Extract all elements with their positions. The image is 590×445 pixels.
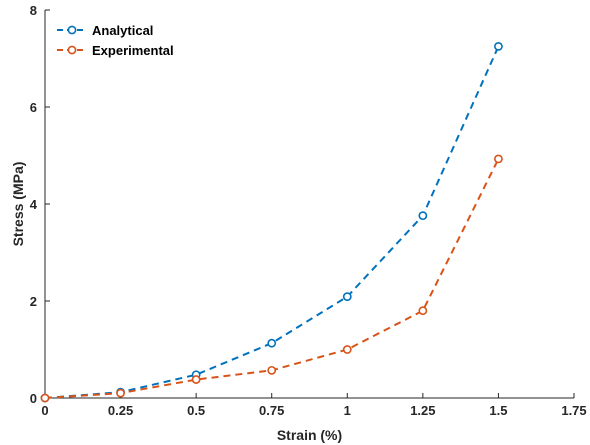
data-point [267,365,277,375]
legend-item-experimental: Experimental [57,43,174,58]
data-point [116,388,125,398]
x-tick-label: 1 [344,403,351,418]
x-tick-label: 1.5 [489,403,507,418]
data-point [191,375,201,384]
series-analytical [40,41,503,403]
legend-marker [67,45,77,55]
legend-item-analytical: Analytical [57,23,153,38]
y-axis-title: Stress (MPa) [10,162,26,247]
x-axis-ticks: 0 0.25 0.5 0.75 1 1.25 1.5 1.75 [41,393,587,418]
y-tick-label: 6 [30,100,37,115]
series-line-experimental [44,158,500,399]
data-point [342,345,352,354]
x-tick-label: 0.75 [259,403,284,418]
data-point [342,292,352,302]
data-point [267,338,277,348]
x-tick-label: 0.25 [108,403,133,418]
x-tick-label: 0 [41,403,48,418]
legend-label: Analytical [92,23,153,38]
x-axis-title: Strain (%) [277,427,342,443]
series-experimental [40,154,503,403]
x-tick-label: 0.5 [187,403,205,418]
y-tick-label: 4 [30,197,38,212]
axes [44,10,574,399]
legend-label: Experimental [92,43,174,58]
data-point [494,41,503,51]
y-tick-label: 8 [30,3,37,18]
legend-marker [67,25,77,35]
x-tick-label: 1.25 [410,403,435,418]
legend: Analytical Experimental [57,23,174,58]
x-tick-label: 1.75 [561,403,586,418]
y-tick-label: 2 [30,294,37,309]
data-point [418,306,428,316]
series-layer [40,41,503,403]
data-point [40,393,50,403]
data-point [494,154,503,164]
y-tick-label: 0 [30,391,37,406]
data-point [418,211,428,221]
y-axis-ticks: 0 2 4 6 8 [30,3,50,406]
